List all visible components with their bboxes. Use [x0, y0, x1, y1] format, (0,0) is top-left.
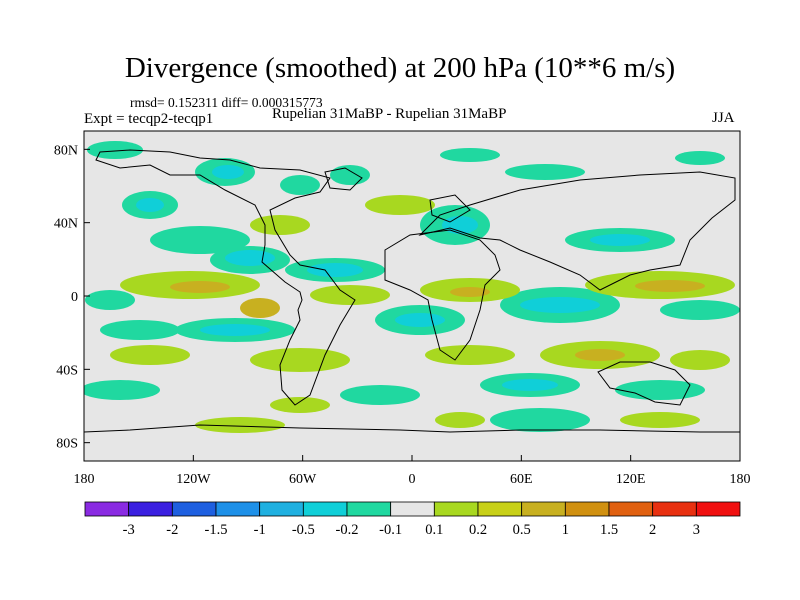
strong-convergence-areas	[136, 165, 650, 391]
colorbar-swatch	[477, 501, 523, 517]
colorbar-swatch	[390, 501, 435, 517]
colorbar-label: -0.5	[292, 522, 315, 538]
colorbar-swatch	[695, 501, 741, 517]
lat-tick-label: 40N	[54, 217, 78, 232]
lat-tick-label: 40S	[56, 363, 78, 378]
lon-tick-label: 120W	[176, 472, 211, 487]
lon-tick-label: 0	[409, 472, 416, 487]
colorbar-swatch	[521, 501, 566, 517]
colorbar-swatch	[564, 501, 610, 517]
colorbar-swatch	[128, 501, 173, 517]
colorbar-label: -2	[166, 522, 178, 538]
colorbar-swatch	[608, 501, 654, 517]
colorbar-label: 1	[562, 522, 569, 538]
colorbar-label: -0.1	[379, 522, 402, 538]
experiment-label: Expt = tecqp2-tecqp1	[84, 111, 214, 127]
colorbar-label: -1	[254, 522, 266, 538]
lat-tick-label: 0	[71, 290, 78, 305]
colorbar-swatch	[302, 501, 348, 517]
lat-tick-label: 80N	[54, 143, 78, 158]
colorbar-swatch	[215, 501, 261, 517]
coastlines	[84, 149, 740, 433]
colorbar-label: 0.5	[513, 522, 531, 538]
lon-tick-label: 180	[74, 472, 95, 487]
colorbar-label: 1.5	[600, 522, 618, 538]
latitude-axis: 80N 40N 0 40S 80S	[54, 143, 90, 452]
stats-text: rmsd= 0.152311 diff= 0.000315773	[130, 95, 323, 110]
colorbar-swatch	[84, 501, 130, 517]
colorbar: -3 -2 -1.5 -1 -0.5 -0.2 -0.1 0.1 0.2 0.5 1 1.5 2 3	[84, 501, 741, 538]
map-panel	[83, 130, 741, 462]
lon-tick-label: 60W	[289, 472, 317, 487]
lon-tick-label: 120E	[616, 472, 646, 487]
lon-tick-label: 60E	[510, 472, 533, 487]
colorbar-label: -1.5	[205, 522, 228, 538]
season-label: JJA	[712, 110, 735, 126]
colorbar-label: 2	[649, 522, 656, 538]
strong-divergence-areas	[170, 280, 705, 361]
colorbar-swatch	[171, 501, 217, 517]
lat-tick-label: 80S	[56, 437, 78, 452]
lon-tick-label: 180	[730, 472, 751, 487]
colorbar-label: 0.1	[425, 522, 443, 538]
colorbar-swatch	[259, 501, 304, 517]
colorbar-label: 3	[693, 522, 700, 538]
colorbar-swatch	[433, 501, 479, 517]
colorbar-label: 0.2	[469, 522, 487, 538]
convergence-areas	[84, 141, 740, 432]
longitude-axis: 180 120W 60W 0 60E 120E 180	[74, 455, 751, 487]
colorbar-label: -3	[123, 522, 135, 538]
colorbar-swatch	[652, 501, 697, 517]
plot-title: Divergence (smoothed) at 200 hPa (10**6 …	[124, 52, 676, 84]
colorbar-swatch	[346, 501, 392, 517]
colorbar-label: -0.2	[336, 522, 359, 538]
subtitle: Rupelian 31MaBP - Rupelian 31MaBP	[272, 106, 507, 122]
